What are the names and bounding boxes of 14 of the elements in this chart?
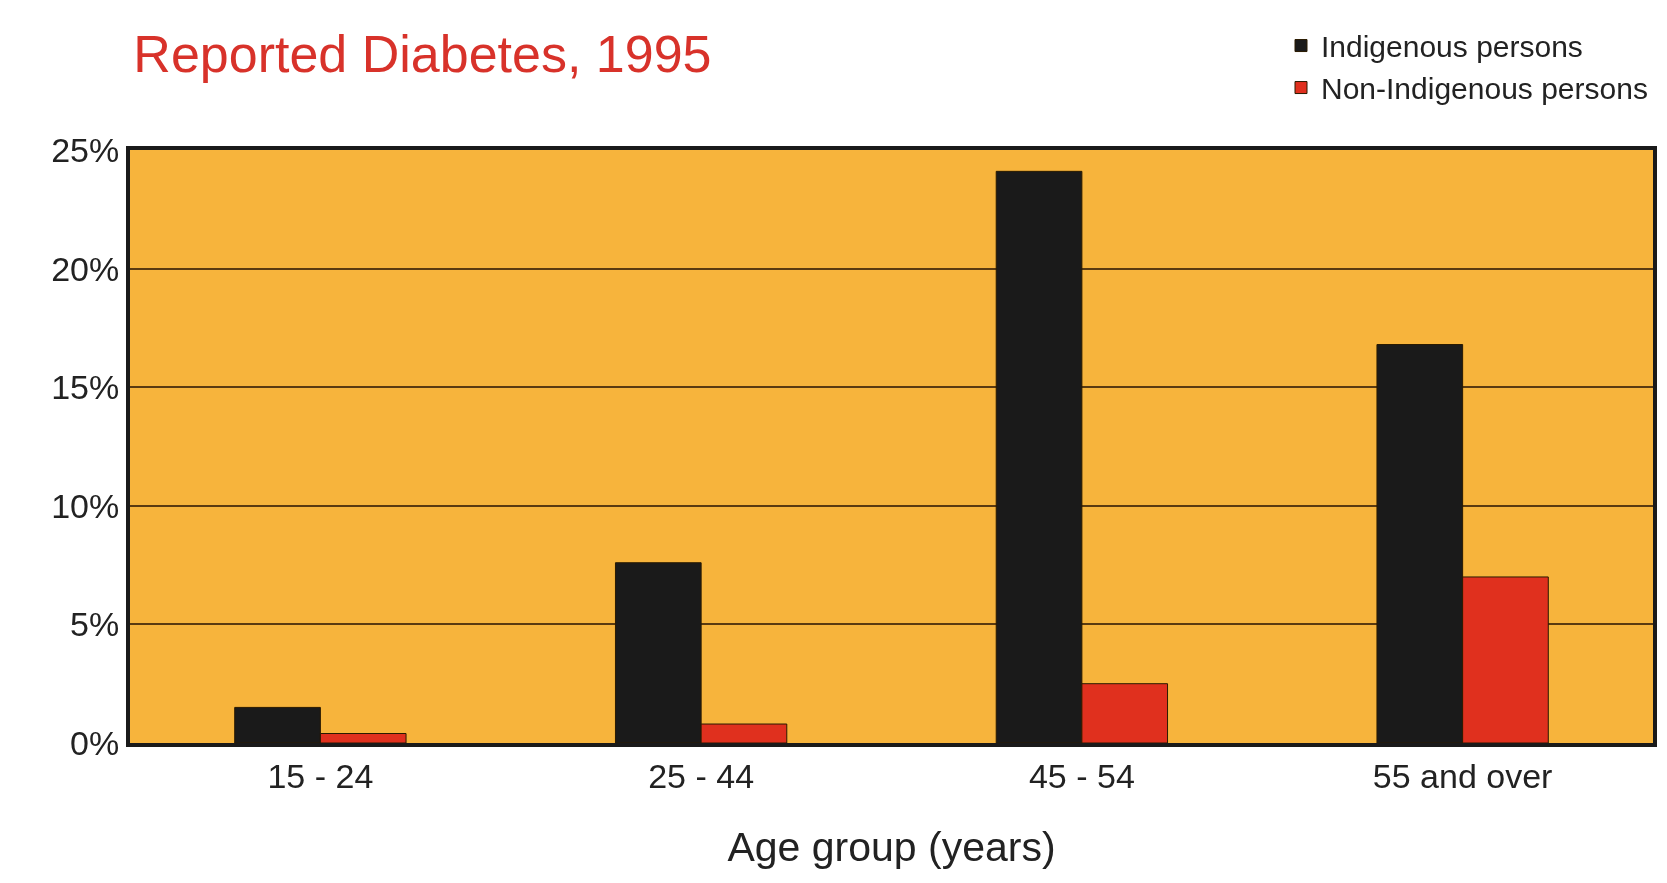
x-tick-label: 25 - 44 bbox=[648, 756, 755, 795]
x-axis-title: Age group (years) bbox=[727, 824, 1056, 871]
y-tick-label: 20% bbox=[51, 249, 120, 288]
legend-label: Indigenous persons bbox=[1321, 30, 1583, 64]
y-tick-label: 0% bbox=[70, 723, 120, 762]
x-tick-label: 45 - 54 bbox=[1028, 756, 1135, 795]
y-tick-label: 5% bbox=[70, 605, 120, 644]
chart-title: Reported Diabetes, 1995 bbox=[133, 24, 712, 83]
y-tick-label: 25% bbox=[51, 130, 120, 169]
y-tick-label: 15% bbox=[51, 368, 120, 407]
legend-label: Non-Indigenous persons bbox=[1321, 72, 1648, 106]
y-tick-label: 10% bbox=[51, 486, 120, 525]
x-tick-label: 15 - 24 bbox=[267, 756, 374, 795]
x-tick-label: 55 and over bbox=[1372, 756, 1553, 795]
